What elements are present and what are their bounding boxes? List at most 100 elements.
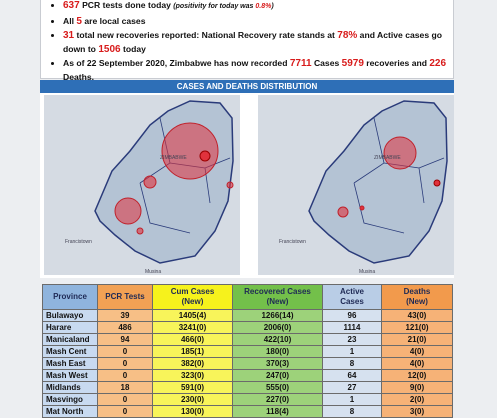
table-row: Midlands 18 591(0) 555(0) 27 9(0) (42, 381, 453, 394)
map-label: Francistown (279, 239, 306, 245)
table-row: Bulawayo 39 1405(4) 1266(14) 96 43(0) (42, 309, 453, 322)
table-cell: 230(0) (152, 393, 233, 406)
cases-table: Province PCR Tests Cum Cases (New) Recovere… (42, 284, 453, 418)
table-cell: 64 (322, 369, 382, 382)
country-outline (308, 100, 448, 264)
column-header: Cum Cases (New) (152, 284, 233, 310)
table-cell: 0 (97, 345, 153, 358)
table-cell: 130(0) (152, 405, 233, 418)
highlight-text: 31 (63, 30, 75, 41)
table-cell: 382(0) (152, 357, 233, 370)
text: are local cases (81, 15, 146, 26)
table-cell: 486 (97, 321, 153, 334)
table-cell: 9(0) (381, 381, 453, 394)
table-cell: 0 (97, 405, 153, 418)
deaths-bubble (359, 205, 365, 211)
map: ZIMBABWE Francistown Musina (44, 95, 240, 275)
bullet: 637 PCR tests done today (positivity for… (63, 0, 453, 14)
table-cell: Harare (42, 321, 98, 334)
bullet: As of 22 September 2020, Zimbabwe has no… (63, 57, 453, 84)
summary-box: 637 PCR tests done today (positivity for… (40, 0, 454, 82)
table-cell: 23 (322, 333, 382, 346)
deaths-bubble (337, 206, 349, 218)
table-cell: 323(0) (152, 369, 233, 382)
bullet: All 5 are local cases (63, 15, 453, 29)
highlight-text: 5 (76, 15, 82, 27)
table-cell: 422(10) (232, 333, 323, 346)
cases-bubble (143, 175, 157, 189)
table-cell: 1 (322, 393, 382, 406)
table-cell: 1114 (322, 321, 382, 334)
column-header: PCR Tests (97, 284, 153, 310)
highlight-text: 0.8% (255, 3, 272, 10)
deaths-bubble (433, 179, 441, 187)
table-cell: 1405(4) (152, 309, 233, 322)
cases-bubble (161, 122, 219, 180)
text: Deaths. (63, 71, 95, 82)
table-cell: 247(0) (232, 369, 323, 382)
text: Cases (311, 58, 342, 68)
map-label: Musina (359, 269, 375, 275)
table-cell: 94 (97, 333, 153, 346)
table-cell: 3(0) (381, 405, 453, 418)
text: All (63, 15, 77, 26)
map-label: Musina (145, 269, 161, 275)
cases-bubble (226, 181, 234, 189)
table-cell: Manicaland (42, 333, 98, 346)
highlight-text: 7711 (289, 58, 312, 69)
table-row: Masvingo 0 230(0) 227(0) 1 2(0) (42, 393, 453, 406)
table-cell: 185(1) (152, 345, 233, 358)
text: total new recoveries reported: National … (74, 30, 338, 40)
map: ZIMBABWE Francistown Musina (258, 95, 454, 275)
table-cell: Bulawayo (42, 309, 98, 322)
cases-bubble (114, 197, 142, 225)
table-cell: 43(0) (381, 309, 453, 322)
bullet: 31 total new recoveries reported: Nation… (63, 29, 453, 56)
highlight-text: 78% (337, 30, 358, 41)
highlight-text: 637 (63, 0, 80, 11)
table-row: Mash West 0 323(0) 247(0) 64 12(0) (42, 369, 453, 382)
table-cell: Mash West (42, 369, 98, 382)
table-cell: 0 (97, 393, 153, 406)
highlight-text: 226 (429, 58, 447, 69)
table-cell: 18 (97, 381, 153, 394)
text: and Active cases go down to (63, 30, 442, 54)
table-cell: 8 (322, 357, 382, 370)
table-cell: 180(0) (232, 345, 323, 358)
cases-bubble (136, 227, 144, 235)
table-cell: 4(0) (381, 357, 453, 370)
table-cell: 21(0) (381, 333, 453, 346)
highlight-text: 5979 (341, 58, 364, 69)
table-cell: 1266(14) (232, 309, 323, 322)
table-cell: 0 (97, 357, 153, 370)
table-cell: 2(0) (381, 393, 453, 406)
table-cell: 2006(0) (232, 321, 323, 334)
column-header: Province (42, 284, 98, 310)
table-cell: 370(3) (232, 357, 323, 370)
table-cell: 8 (322, 405, 382, 418)
cases-bubble (199, 150, 211, 162)
table-row: Mash Cent 0 185(1) 180(0) 1 4(0) (42, 345, 453, 358)
column-header: Deaths (New) (381, 284, 453, 310)
text: ) (271, 3, 274, 10)
deaths-bubble (383, 136, 417, 170)
section-title: CASES AND DEATHS DISTRIBUTION (40, 80, 454, 93)
column-header: Active Cases (322, 284, 382, 310)
table-cell: Mat North (42, 405, 98, 418)
table-cell: 96 (322, 309, 382, 322)
table-cell: 4(0) (381, 345, 453, 358)
map-label: ZIMBABWE (160, 155, 187, 161)
table-cell: 1 (322, 345, 382, 358)
table-cell: 118(4) (232, 405, 323, 418)
table-cell: 39 (97, 309, 153, 322)
text: PCR tests done today (79, 0, 174, 10)
text: (positivity for today was (173, 3, 256, 10)
map-label: ZIMBABWE (374, 155, 401, 161)
table-cell: 0 (97, 369, 153, 382)
table-cell: Masvingo (42, 393, 98, 406)
table-cell: 3241(0) (152, 321, 233, 334)
table-cell: 591(0) (152, 381, 233, 394)
highlight-text: 1506 (98, 43, 121, 55)
table-row: Manicaland 94 466(0) 422(10) 23 21(0) (42, 333, 453, 346)
